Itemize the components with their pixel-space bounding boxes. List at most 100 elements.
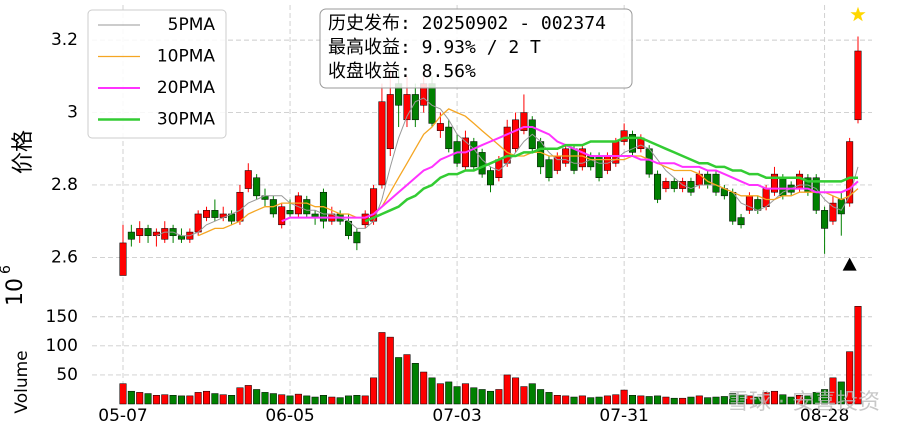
- candle-body: [177, 235, 185, 240]
- volume-bar: [754, 396, 762, 405]
- volume-bar: [670, 397, 678, 405]
- volume-bar: [679, 397, 687, 405]
- volume-bar: [211, 393, 219, 405]
- candle-body: [662, 181, 670, 189]
- volume-tick-label: 150: [46, 307, 78, 327]
- candle-body: [729, 191, 737, 222]
- volume-bar: [570, 396, 578, 405]
- candle-body: [670, 181, 678, 189]
- candle-body: [144, 228, 152, 236]
- volume-bar: [169, 395, 177, 405]
- candle-body: [470, 141, 478, 168]
- volume-bar: [545, 392, 553, 405]
- x-tick-label: 05-07: [98, 406, 147, 426]
- candle-body: [712, 173, 720, 193]
- volume-bar: [336, 397, 344, 405]
- candle-body: [762, 188, 770, 207]
- volume-bar: [269, 393, 277, 405]
- volume-bar: [720, 396, 728, 405]
- candle-body: [303, 199, 311, 215]
- candle-body: [436, 123, 444, 131]
- candle-body: [620, 130, 628, 142]
- volume-bar: [161, 394, 169, 405]
- volume-bar: [194, 392, 202, 405]
- volume-bar: [361, 395, 369, 405]
- volume-bar: [203, 390, 211, 405]
- star-marker: [850, 6, 866, 22]
- candle-body: [486, 170, 495, 186]
- volume-bar: [286, 395, 294, 405]
- volume-bar: [628, 395, 636, 405]
- volume-bar: [779, 394, 787, 405]
- ma-line: [197, 108, 859, 237]
- y-axis-label: 价格: [11, 130, 36, 174]
- y-tick-label: 2.6: [51, 247, 78, 267]
- volume-bar: [528, 383, 536, 405]
- offset-base: 10: [3, 278, 28, 306]
- watermark: 雪球 · 安喜投资: [727, 390, 880, 415]
- volume-bar: [695, 395, 703, 405]
- legend-label: 20PMA: [157, 78, 216, 98]
- candle-body: [119, 242, 127, 276]
- volume-bar: [804, 395, 812, 405]
- candle-body: [386, 94, 394, 150]
- candle-body: [445, 126, 453, 150]
- candle-body: [537, 141, 545, 168]
- volume-bar: [796, 395, 804, 405]
- candle-body: [378, 101, 386, 186]
- volume-bar: [812, 392, 820, 405]
- volume-bar: [821, 389, 829, 405]
- volume-bar: [378, 332, 386, 405]
- volume-bar: [637, 395, 645, 405]
- volume-bar: [395, 357, 403, 405]
- candle-body: [754, 199, 762, 211]
- candle-body: [687, 181, 695, 193]
- volume-bar: [119, 383, 127, 405]
- volume-tick-label: 50: [56, 365, 78, 385]
- legend-box: [87, 9, 227, 139]
- x-tick-label: 07-03: [432, 406, 481, 426]
- volume-tick-label: 100: [46, 336, 78, 356]
- candle-body: [854, 50, 862, 121]
- volume-bar: [236, 387, 244, 405]
- candle-body: [161, 228, 169, 240]
- volume-bar: [445, 381, 453, 405]
- volume-bar: [253, 389, 261, 405]
- volume-bar: [428, 377, 436, 405]
- volume-bar: [687, 396, 695, 405]
- triangle-marker: [842, 257, 857, 271]
- volume-bar: [578, 395, 586, 405]
- ma-line: [364, 136, 858, 223]
- volume-bar: [562, 395, 570, 405]
- candle-body: [286, 210, 294, 215]
- candle-body: [211, 210, 219, 218]
- ma-line: [281, 126, 859, 223]
- volume-bar: [353, 395, 361, 405]
- volume-bar: [512, 377, 520, 405]
- candle-body: [253, 177, 261, 197]
- volume-bar: [495, 389, 503, 405]
- candle-body: [520, 112, 528, 131]
- grid: 2.6 2.8 3 3.2 50 100 150 05-07 06-05 07-03 07-31 08…: [46, 5, 872, 426]
- volume-bar: [345, 395, 353, 405]
- candle-body: [411, 94, 419, 121]
- y-tick-label: 3: [67, 103, 78, 123]
- volume-bar: [537, 389, 545, 405]
- volume-bar: [244, 385, 252, 405]
- candle-body: [353, 231, 361, 244]
- legend: 5PMA 10PMA 20PMA 30PMA: [98, 15, 215, 130]
- volume-bar: [328, 396, 336, 405]
- candle-body: [654, 173, 662, 200]
- candle-body: [628, 134, 636, 153]
- volume-bar: [436, 383, 444, 405]
- volume-bar: [420, 371, 428, 405]
- volume-bar: [603, 395, 611, 405]
- volume-offset: 10 6: [0, 265, 28, 306]
- volume-bar: [177, 395, 185, 405]
- volume-bar: [186, 395, 194, 405]
- info-line: 收盘收益: 8.56%: [328, 61, 476, 82]
- volume-bar: [470, 387, 478, 405]
- x-tick-label: 08-28: [800, 406, 849, 426]
- volume-bar: [503, 374, 511, 405]
